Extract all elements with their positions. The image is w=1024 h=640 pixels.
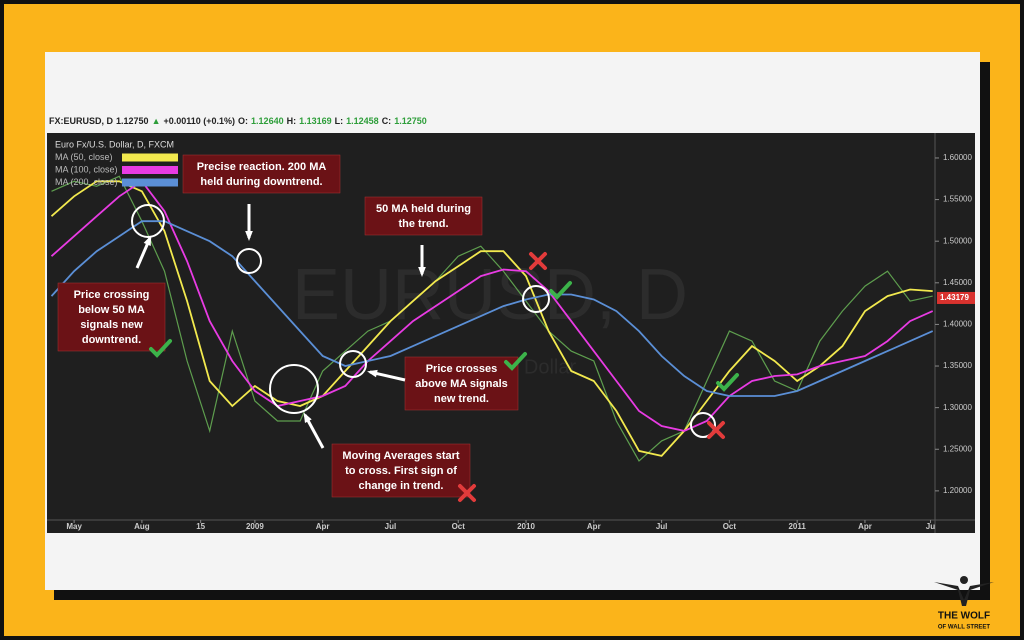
x-tick-label: 2010 (517, 522, 535, 531)
header-part: ▲ (152, 116, 161, 126)
x-tick-label: Apr (858, 522, 872, 531)
annotation-text: above MA signals (415, 378, 508, 390)
annotation-box (364, 196, 483, 236)
x-tick-label: 2011 (788, 522, 806, 531)
price-line (51, 175, 933, 462)
y-tick-label: 1.60000 (943, 153, 972, 162)
header-part: 1.12458 (346, 116, 379, 126)
chart-area (47, 133, 975, 533)
y-tick-label: 1.35000 (943, 361, 972, 370)
y-tick-label: 1.20000 (943, 486, 972, 495)
header-part: FX:EURUSD, D (49, 116, 114, 126)
annotation-text: downtrend. (82, 334, 141, 346)
cross-mark (458, 484, 476, 502)
header-part: L: (335, 116, 344, 126)
annotation-text: below 50 MA (78, 304, 145, 316)
x-tick-label: Oct (723, 522, 737, 531)
ma-line (50, 180, 934, 432)
highlight-circle (690, 412, 716, 438)
x-tick-label: Aug (134, 522, 150, 531)
watermark: EURUSD, D (292, 255, 688, 335)
header-part: H: (287, 116, 297, 126)
legend-label: MA (50, close) (55, 152, 113, 162)
annotation-box (404, 356, 519, 411)
cross-mark (529, 252, 547, 270)
arrow-head (418, 266, 426, 277)
arrow-head (303, 412, 312, 423)
annotation-text: signals new (80, 319, 143, 331)
x-tick-label: 2009 (246, 522, 264, 531)
ma-line (50, 220, 934, 397)
header-part: 1.12750 (394, 116, 427, 126)
y-tick-label: 1.45000 (943, 278, 972, 287)
annotation-text: new trend. (434, 393, 489, 405)
legend-label: MA (200, close) (55, 177, 118, 187)
arrow-head (245, 230, 253, 241)
header-part: C: (382, 116, 392, 126)
annotation-text: Precise reaction. 200 MA (197, 161, 327, 173)
logo-figure (934, 582, 994, 606)
x-tick-label: Jul (385, 522, 397, 531)
header-part: 1.12750 (116, 116, 149, 126)
annotation-text: 50 MA held during (376, 203, 471, 215)
x-tick-label: May (66, 522, 82, 531)
check-mark (504, 352, 527, 371)
legend-swatch (122, 178, 178, 187)
x-tick-label: 15 (196, 522, 205, 531)
annotation-text: Moving Averages start (342, 450, 460, 462)
logo-head (960, 576, 968, 584)
logo-line: THE WOLF (938, 611, 990, 622)
x-tick-label: Jul (656, 522, 668, 531)
highlight-circle (522, 285, 550, 313)
y-tick-label: 1.40000 (943, 320, 972, 329)
legend-title: Euro Fx/U.S. Dollar, D, FXCM (55, 139, 174, 149)
header-part: O: (238, 116, 248, 126)
x-tick-label: Oct (452, 522, 466, 531)
y-tick-label: 1.50000 (943, 236, 972, 245)
ma-line (50, 180, 933, 457)
header-part: +0.00110 (+0.1%) (163, 116, 235, 126)
x-tick-label: Apr (587, 522, 601, 531)
annotation-text: to cross. First sign of (345, 465, 457, 477)
annotation-text: Price crosses (426, 363, 498, 375)
annotation-box (331, 443, 471, 498)
annotation-text: Price crossing (74, 289, 150, 301)
logo: THE WOLF OF WALL STREET (934, 576, 994, 631)
highlight-circle (131, 204, 165, 238)
annotation-text: the trend. (398, 218, 448, 230)
x-tick-label: Apr (316, 522, 330, 531)
highlight-circle (269, 364, 319, 414)
ticker-header: FX:EURUSD, D 1.12750 ▲ +0.00110 (+0.1%) O: 1.… (49, 116, 427, 126)
logo-line: OF WALL STREET (938, 625, 991, 631)
highlight-circle (339, 350, 367, 378)
check-mark (149, 339, 172, 358)
check-mark (549, 281, 572, 300)
check-mark (716, 373, 739, 392)
highlight-circle (236, 248, 262, 274)
header-part: 1.12640 (251, 116, 284, 126)
y-tick-label: 1.25000 (943, 444, 972, 453)
legend-label: MA (100, close) (55, 164, 118, 174)
legend-swatch (122, 153, 178, 162)
plot: 1.20000 1.25000 1.30000 1.35000 1.40000 1.450… (47, 133, 975, 533)
annotation-text: change in trend. (359, 480, 444, 492)
last-price-label: 1.43179 (940, 293, 969, 302)
annotation-box (57, 282, 166, 352)
y-tick-label: 1.55000 (943, 195, 972, 204)
x-tick-label: Ju (926, 522, 935, 531)
legend-swatch (122, 166, 178, 174)
last-price-tag (937, 291, 975, 304)
header-part: 1.13169 (299, 116, 332, 126)
arrow-head (367, 369, 378, 378)
overlay: Precise reaction. 200 MA held during down… (57, 154, 739, 502)
annotation-text: held during downtrend. (200, 176, 322, 188)
cross-mark (707, 421, 725, 439)
annotation-box (182, 154, 341, 194)
arrow-head (143, 235, 152, 246)
y-tick-label: 1.30000 (943, 403, 972, 412)
